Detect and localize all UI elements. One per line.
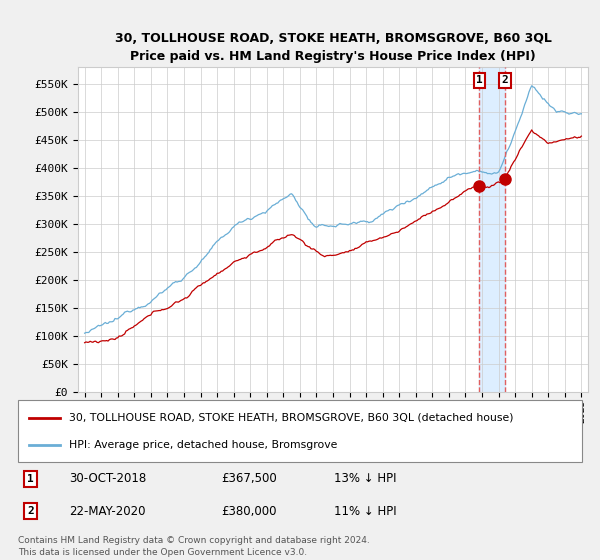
Text: 30-OCT-2018: 30-OCT-2018	[69, 473, 146, 486]
Title: 30, TOLLHOUSE ROAD, STOKE HEATH, BROMSGROVE, B60 3QL
Price paid vs. HM Land Regi: 30, TOLLHOUSE ROAD, STOKE HEATH, BROMSGR…	[115, 32, 551, 63]
Text: 1: 1	[476, 76, 482, 85]
Text: Contains HM Land Registry data © Crown copyright and database right 2024.
This d: Contains HM Land Registry data © Crown c…	[18, 536, 370, 557]
FancyBboxPatch shape	[18, 400, 582, 462]
Text: 30, TOLLHOUSE ROAD, STOKE HEATH, BROMSGROVE, B60 3QL (detached house): 30, TOLLHOUSE ROAD, STOKE HEATH, BROMSGR…	[69, 413, 513, 423]
Text: £367,500: £367,500	[221, 473, 277, 486]
Text: 1: 1	[27, 474, 34, 484]
Text: 13% ↓ HPI: 13% ↓ HPI	[334, 473, 397, 486]
Bar	[479, 67, 505, 392]
Text: 11% ↓ HPI: 11% ↓ HPI	[334, 505, 397, 517]
Text: 2: 2	[502, 76, 508, 85]
Text: 22-MAY-2020: 22-MAY-2020	[69, 505, 145, 517]
Text: HPI: Average price, detached house, Bromsgrove: HPI: Average price, detached house, Brom…	[69, 440, 337, 450]
Text: £380,000: £380,000	[221, 505, 277, 517]
Text: 2: 2	[27, 506, 34, 516]
